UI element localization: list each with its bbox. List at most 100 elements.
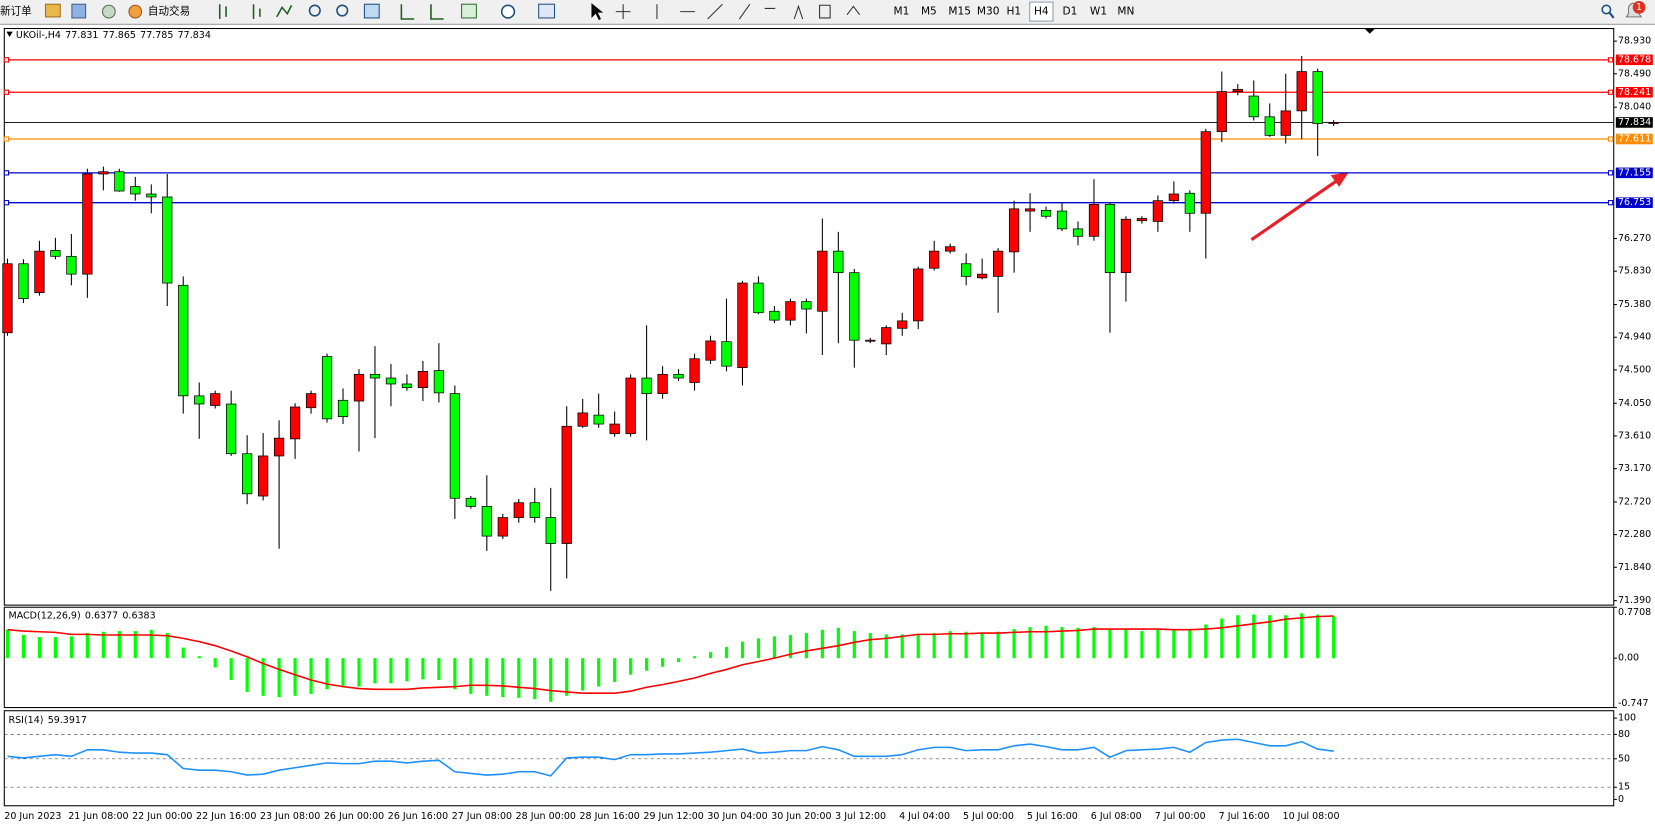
templates-icon[interactable]: [538, 3, 556, 19]
tf-button[interactable]: D1: [1062, 6, 1077, 18]
icon[interactable]: [71, 3, 87, 19]
macd-bar: [373, 658, 377, 684]
candle-body: [1168, 193, 1179, 202]
candle-body: [66, 255, 77, 275]
macd-bar: [341, 658, 345, 688]
chart-type-icons[interactable]: [218, 4, 293, 20]
tf-button[interactable]: M5: [921, 6, 937, 18]
candle-body: [1120, 218, 1132, 274]
candle-body: [258, 455, 269, 497]
macd-bar: [197, 656, 201, 659]
auto-trading-icon[interactable]: [128, 4, 143, 19]
candle-body: [529, 502, 540, 518]
tf-button[interactable]: M1: [894, 6, 910, 18]
periods-icon[interactable]: [500, 4, 516, 19]
candle-body: [1232, 88, 1243, 92]
search-icon: [1608, 12, 1615, 19]
macd-bar: [101, 631, 105, 659]
macd-bar: [868, 633, 872, 659]
candle-body: [242, 453, 253, 495]
candle-body: [801, 301, 812, 310]
candle-body: [1328, 122, 1339, 124]
macd-bar: [948, 631, 952, 659]
tf-button[interactable]: H1: [1007, 6, 1022, 18]
macd-bar: [117, 631, 121, 659]
header-part: 77.865: [103, 29, 136, 40]
x-tick-label: 7 Jul 00:00: [1155, 811, 1206, 822]
macd-bar: [676, 658, 681, 663]
tf-button[interactable]: MN: [1117, 6, 1134, 18]
cursor-icon[interactable]: [591, 3, 604, 21]
level-tag: [1615, 197, 1653, 208]
macd-bar: [1140, 631, 1144, 659]
candle-body: [929, 250, 940, 269]
candle-body: [1136, 218, 1148, 222]
header-part: 0.6383: [122, 610, 155, 621]
candle-body: [18, 263, 29, 300]
panel-header: MACD(12,26,9) 0.6377 0.6383: [9, 610, 156, 621]
candle-body: [369, 373, 381, 379]
x-tick-label: 6 Jul 08:00: [1091, 811, 1142, 822]
macd-bar: [517, 658, 521, 698]
candle-body: [162, 196, 173, 284]
candle-body: [561, 425, 572, 544]
drawing-tools[interactable]: [615, 3, 861, 20]
macd-bar: [804, 633, 808, 659]
macd-bar: [405, 658, 409, 682]
macd-bar: [469, 658, 473, 694]
y-tick-label: 75.380: [1618, 299, 1651, 310]
level-handle: [1607, 89, 1614, 95]
zoom-out-icon[interactable]: [336, 4, 349, 17]
x-tick-label: 28 Jun 16:00: [580, 811, 640, 822]
annotation-arrowhead: [1330, 172, 1349, 187]
x-tick-label: 5 Jul 16:00: [1027, 811, 1078, 822]
search-icon[interactable]: [1601, 4, 1612, 15]
shift-icons[interactable]: [400, 4, 444, 20]
price-label: 77.834: [1618, 117, 1651, 128]
indicators-icon[interactable]: [461, 3, 477, 19]
header-part: 0.6377: [85, 610, 118, 621]
candle-body: [146, 193, 157, 198]
header-part: 77.785: [140, 29, 173, 40]
menu-marker: [6, 31, 13, 37]
macd-bar: [213, 658, 217, 668]
macd-bar: [1092, 627, 1096, 659]
icon[interactable]: [101, 4, 116, 19]
tf-button[interactable]: H4: [1034, 6, 1049, 18]
macd-bar: [629, 658, 633, 675]
macd-bar: [1316, 614, 1320, 659]
candle-body: [609, 423, 620, 435]
macd-bar: [1284, 615, 1288, 659]
macd-bar: [900, 634, 904, 659]
candle-body: [321, 356, 333, 420]
icon[interactable]: [44, 3, 61, 18]
tf-button[interactable]: W1: [1090, 6, 1107, 18]
tile-icon[interactable]: [363, 3, 380, 19]
macd-bar: [836, 627, 840, 659]
macd-bar: [996, 631, 1000, 659]
x-tick-label: 26 Jun 00:00: [324, 811, 384, 822]
candle-body: [705, 340, 716, 361]
header-part: 77.831: [65, 29, 98, 40]
y-tick-label: 78.040: [1618, 102, 1651, 113]
x-tick-label: 22 Jun 16:00: [196, 811, 256, 822]
macd-bar: [1268, 615, 1272, 659]
candle-body: [1312, 71, 1323, 124]
tf-button[interactable]: M30: [977, 6, 1000, 18]
candle-body: [178, 284, 189, 397]
candle-body: [210, 393, 221, 406]
candle-body: [1040, 209, 1052, 217]
candle-body: [721, 341, 732, 367]
level-tag: [1615, 86, 1653, 98]
header-part: RSI(14): [9, 715, 44, 726]
macd-bar: [1044, 625, 1048, 659]
auto-trading-button[interactable]: 自动交易: [148, 5, 190, 18]
x-tick-label: 3 Jul 12:00: [835, 811, 886, 822]
tf-button[interactable]: M15: [948, 6, 971, 18]
zoom-in-icon[interactable]: [308, 4, 321, 17]
candle-body: [593, 414, 604, 425]
macd-bar: [1108, 629, 1112, 659]
macd-bar: [692, 656, 697, 659]
new-order-button[interactable]: 新订单: [0, 5, 32, 18]
candle-body: [961, 263, 972, 277]
